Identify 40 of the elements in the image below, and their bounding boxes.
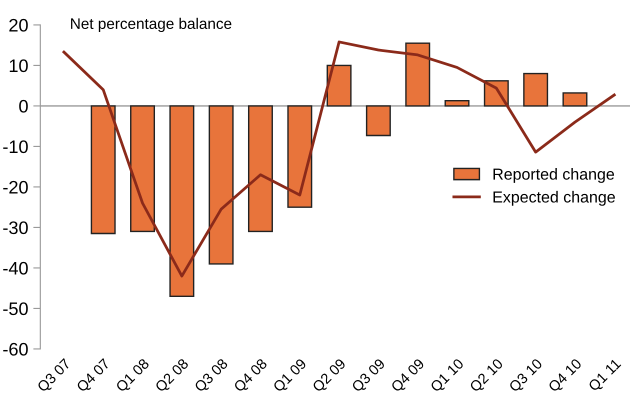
- x-tick-label: Q1 08: [115, 358, 152, 394]
- bar: [130, 105, 156, 232]
- x-tick-label: Q3 08: [194, 358, 230, 394]
- y-tick-label: -60: [3, 342, 28, 356]
- x-tick-label: Q2 10: [469, 358, 506, 394]
- y-tick-label: -10: [3, 140, 28, 154]
- x-tick-label: Q1 11: [588, 358, 624, 394]
- y-axis-title: Net percentage balance: [71, 18, 232, 32]
- bar: [562, 92, 588, 107]
- bar: [405, 42, 430, 107]
- y-tick-label: -40: [3, 262, 28, 275]
- x-tick-label: Q4 10: [548, 358, 584, 394]
- bar: [248, 105, 273, 232]
- x-tick-label: Q4 07: [76, 358, 112, 394]
- x-tick-label: Q1 10: [430, 358, 466, 394]
- bar: [326, 64, 352, 107]
- bar: [287, 105, 312, 208]
- legend-label: Expected change: [494, 190, 615, 206]
- line-series: [62, 40, 616, 278]
- x-tick-label: Q3 10: [508, 358, 545, 394]
- y-tick-label: -30: [3, 221, 28, 234]
- legend-label: Reported change: [494, 168, 614, 183]
- y-tick-label: -50: [3, 302, 28, 316]
- y-tick-label: 20: [9, 18, 28, 32]
- bar: [523, 72, 548, 107]
- y-tick-label: 0: [19, 100, 28, 113]
- bar: [366, 105, 391, 136]
- x-tick-label: Q4 08: [233, 358, 270, 394]
- x-tick-label: Q3 07: [36, 358, 73, 394]
- bar: [169, 105, 194, 297]
- bar: [444, 100, 470, 107]
- y-tick-label: -20: [3, 180, 28, 194]
- bar: [208, 105, 234, 265]
- x-tick-label: Q1 09: [272, 358, 309, 394]
- x-tick-label: Q2 09: [312, 358, 348, 394]
- y-tick-label: 10: [10, 59, 28, 72]
- x-tick-label: Q2 08: [154, 358, 191, 394]
- x-tick-label: Q4 09: [390, 358, 427, 394]
- bar: [90, 105, 116, 234]
- x-tick-label: Q3 09: [351, 358, 388, 394]
